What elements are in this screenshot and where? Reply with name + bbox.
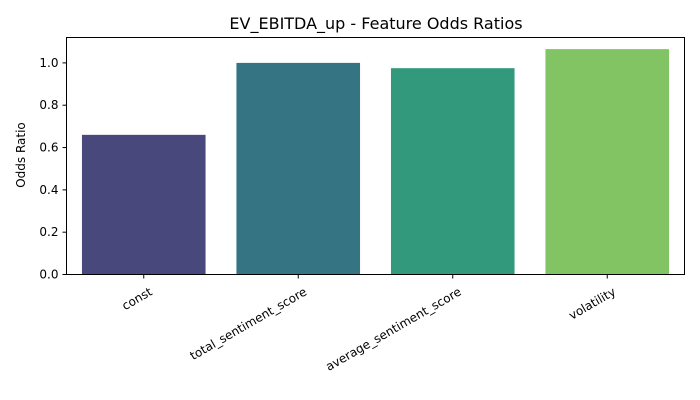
y-tick-label: 1.0 <box>39 56 58 70</box>
x-tick-label: average_sentiment_score <box>323 285 463 374</box>
bar-average-sentiment-score <box>390 68 515 275</box>
bars-group <box>81 49 670 275</box>
plot-frame <box>66 37 685 275</box>
bar-volatility <box>545 49 670 275</box>
bar-total-sentiment-score <box>236 62 361 275</box>
y-axis-label: Odds Ratio <box>14 122 28 188</box>
y-tick-label: 0.2 <box>39 225 58 239</box>
x-tick-label: const <box>119 284 154 313</box>
y-tick-label: 0.0 <box>39 268 58 282</box>
y-ticks-group: 0.0 0.2 0.4 0.6 0.8 1.0 <box>39 56 67 282</box>
y-tick-label: 0.6 <box>39 141 58 155</box>
chart-title: EV_EBITDA_up - Feature Odds Ratios <box>229 14 522 34</box>
y-tick-label: 0.4 <box>39 183 58 197</box>
x-tick-label: total_sentiment_score <box>188 285 310 363</box>
y-tick-label: 0.8 <box>39 98 58 112</box>
bar-const <box>81 134 206 275</box>
x-tick-label: volatility <box>566 285 618 323</box>
x-ticks-group: const total_sentiment_score average_sentim… <box>119 274 618 374</box>
